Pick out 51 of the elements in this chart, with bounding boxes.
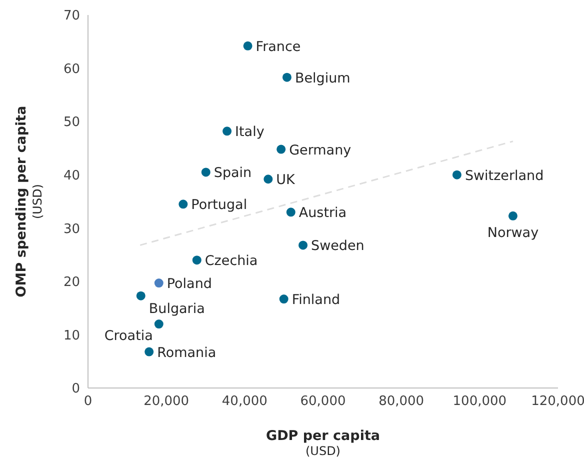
y-tick-label: 30 [63, 222, 80, 237]
point [279, 294, 288, 304]
point [286, 208, 296, 217]
y-tick-label: 0 [72, 382, 80, 397]
point [144, 347, 154, 356]
series-label: Norway [487, 224, 539, 241]
series-label: Austria [298, 205, 347, 222]
x-tick-label: 120,000 [531, 394, 584, 410]
y-tick-label: 40 [63, 168, 80, 184]
series-label: France [256, 38, 301, 55]
series-label: Italy [235, 124, 264, 140]
point [276, 144, 286, 154]
y-tick-label: 60 [63, 62, 80, 77]
x-axis-title: GDP per capita (USD) [266, 428, 380, 458]
point [298, 240, 308, 250]
series-label: Sweden [311, 238, 364, 254]
point [201, 168, 210, 177]
y-axis-title: OMP spending per capita (USD) [14, 106, 44, 298]
series-label: Croatia [104, 328, 153, 344]
point [508, 211, 518, 220]
series-label: Spain [214, 165, 252, 182]
series-label: Bulgaria [148, 300, 205, 317]
point [243, 41, 252, 50]
point [192, 256, 202, 265]
series-label: UK [276, 172, 296, 188]
x-tick-label: 0 [84, 394, 92, 410]
series-label: Czechia [204, 253, 258, 270]
x-tick-label: 100,000 [452, 394, 507, 410]
point [136, 291, 146, 300]
x-tick-label: 20,000 [144, 394, 190, 410]
series-label: Portugal [191, 197, 248, 214]
point [154, 278, 164, 288]
point [178, 200, 188, 209]
point [154, 320, 164, 329]
x-tick-label: 80,000 [378, 394, 424, 410]
series-label: Poland [166, 276, 212, 292]
point [452, 170, 462, 180]
y-tick-label: 70 [63, 8, 80, 24]
y-tick-label: 50 [63, 115, 80, 130]
series-label: Romania [157, 344, 216, 361]
point [282, 72, 292, 82]
point [222, 126, 232, 136]
y-tick-label: 20 [63, 275, 80, 290]
y-tick-label: 10 [63, 328, 80, 344]
series-label: Finland [292, 292, 340, 308]
x-tick-label: 60,000 [300, 394, 346, 410]
series-label: Switzerland [464, 168, 544, 184]
point [264, 174, 273, 184]
series-label: Germany [289, 142, 352, 158]
series-label: Belgium [294, 70, 350, 86]
x-tick-label: 40,000 [222, 394, 268, 410]
